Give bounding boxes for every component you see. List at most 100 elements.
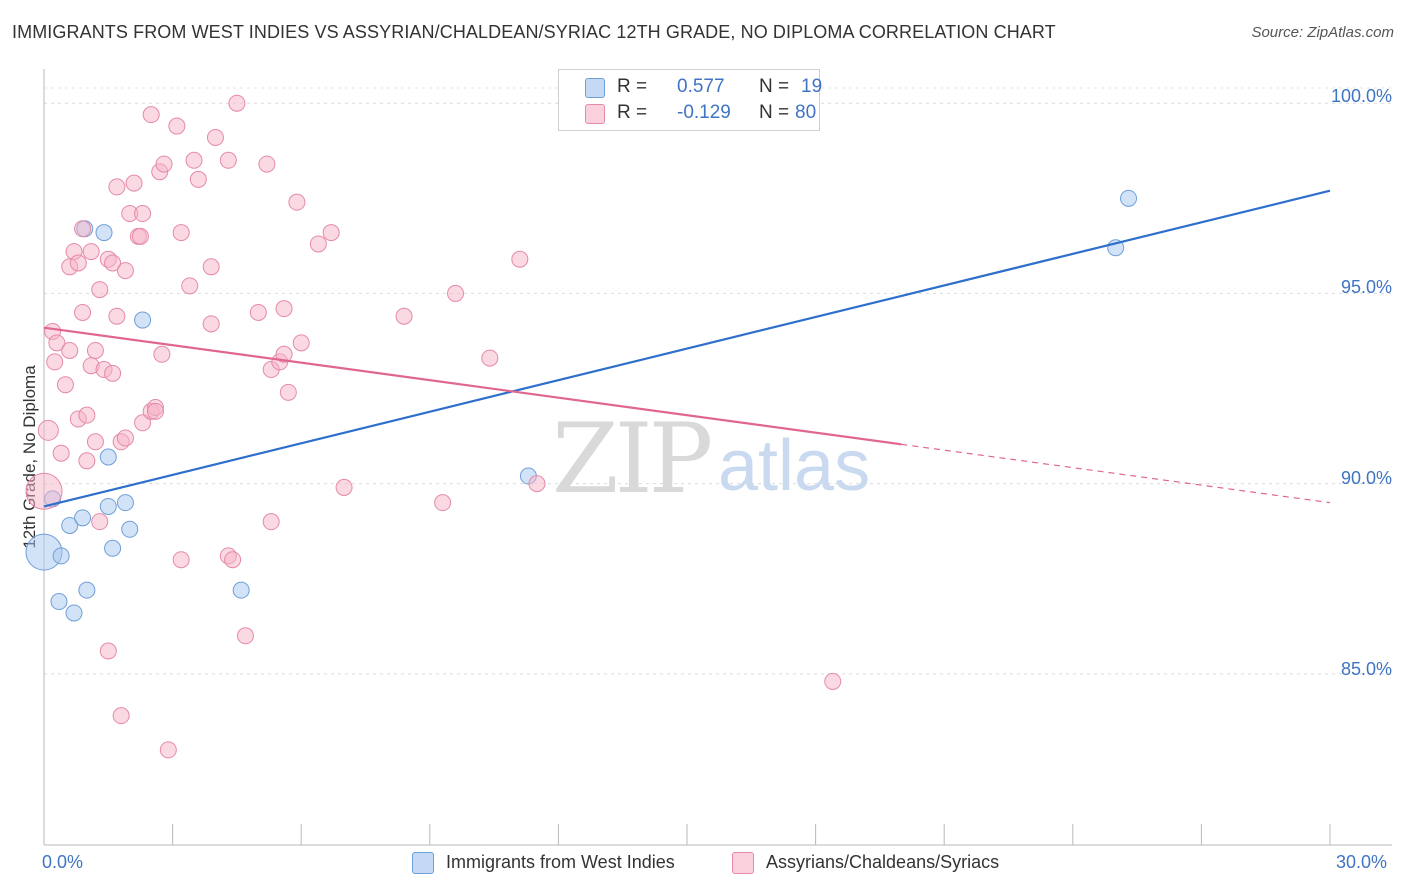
chart-title: IMMIGRANTS FROM WEST INDIES VS ASSYRIAN/… — [12, 22, 1056, 42]
data-point-west-indies-11 — [134, 311, 152, 329]
data-point-assyrians-10 — [69, 254, 87, 272]
data-point-assyrians-42 — [146, 402, 164, 420]
data-point-assyrians-51 — [185, 151, 203, 169]
data-point-assyrians-54 — [202, 315, 220, 333]
data-point-assyrians-47 — [168, 117, 186, 135]
data-point-assyrians-12 — [74, 220, 92, 238]
data-point-west-indies-14 — [78, 581, 96, 599]
data-point-assyrians-48 — [172, 224, 190, 242]
data-point-assyrians-38 — [134, 414, 152, 432]
data-point-assyrians-1 — [37, 419, 59, 441]
data-point-west-indies-9 — [116, 494, 134, 512]
legend-n-label: N = — [759, 76, 790, 97]
data-point-assyrians-55 — [206, 128, 224, 146]
legend-r-value-west-indies: 0.577 — [677, 76, 725, 97]
data-point-assyrians-59 — [228, 94, 246, 112]
y-tick-label-85: 85.0% — [1340, 659, 1392, 679]
data-point-assyrians-74 — [395, 307, 413, 325]
data-point-west-indies-3 — [61, 516, 79, 534]
data-point-assyrians-5 — [52, 444, 70, 462]
data-point-assyrians-76 — [447, 284, 465, 302]
data-point-assyrians-66 — [275, 345, 293, 363]
data-point-west-indies-15 — [99, 448, 117, 466]
series-legend-swatch-west-indies — [412, 852, 434, 874]
series-legend-swatch-assyrians — [732, 852, 754, 874]
data-point-west-indies-8 — [104, 539, 122, 557]
data-point-assyrians-18 — [86, 433, 104, 451]
data-point-assyrians-80 — [824, 672, 842, 690]
data-point-assyrians-37 — [134, 205, 152, 223]
data-point-assyrians-53 — [202, 258, 220, 276]
data-point-assyrians-19 — [86, 341, 104, 359]
data-point-assyrians-6 — [56, 376, 74, 394]
trend-line-dashed-assyrians — [901, 443, 1331, 504]
data-point-assyrians-63 — [262, 513, 280, 531]
data-point-assyrians-40 — [142, 106, 160, 124]
y-tick-label-95: 95.0% — [1340, 277, 1392, 297]
x-tick-label-min: 0.0% — [42, 852, 84, 872]
watermark-atlas: atlas — [718, 426, 870, 506]
legend-n-value-assyrians: 80 — [795, 102, 817, 123]
trend-line-west-indies — [43, 189, 1331, 508]
data-point-assyrians-77 — [481, 349, 499, 367]
data-point-assyrians-31 — [116, 262, 134, 280]
data-point-assyrians-21 — [91, 513, 109, 531]
data-point-assyrians-4 — [48, 334, 66, 352]
data-point-assyrians-69 — [288, 193, 306, 211]
data-point-assyrians-79 — [528, 475, 546, 493]
data-point-assyrians-49 — [172, 551, 190, 569]
legend-r-value-assyrians: -0.129 — [677, 102, 731, 123]
data-point-west-indies-12 — [50, 593, 68, 611]
data-point-assyrians-15 — [78, 452, 96, 470]
data-point-assyrians-34 — [125, 174, 143, 192]
data-point-assyrians-50 — [181, 277, 199, 295]
legend-r-label: R = — [617, 102, 648, 123]
data-point-assyrians-24 — [99, 642, 117, 660]
series-legend-label-assyrians: Assyrians/Chaldeans/Syriacs — [766, 852, 1000, 872]
chart-source: Source: ZipAtlas.com — [1251, 24, 1394, 41]
data-point-assyrians-32 — [116, 429, 134, 447]
data-point-assyrians-45 — [155, 155, 173, 173]
data-point-assyrians-27 — [108, 178, 126, 196]
data-point-assyrians-20 — [91, 281, 109, 299]
data-point-west-indies-19 — [1120, 189, 1138, 207]
data-point-west-indies-2 — [52, 547, 70, 565]
y-tick-label-90: 90.0% — [1340, 468, 1392, 488]
data-point-assyrians-17 — [82, 243, 100, 261]
data-point-assyrians-14 — [78, 406, 96, 424]
series-legend-label-west-indies: Immigrants from West Indies — [446, 852, 675, 872]
data-point-assyrians-0 — [25, 472, 63, 510]
data-point-west-indies-4 — [74, 509, 92, 527]
data-point-assyrians-28 — [108, 307, 126, 325]
stats-legend: R = 0.577 N = 19 R = -0.129 N = 80 — [558, 69, 823, 131]
data-point-assyrians-56 — [219, 151, 237, 169]
data-point-assyrians-61 — [249, 303, 267, 321]
data-point-assyrians-72 — [322, 224, 340, 242]
data-point-assyrians-62 — [258, 155, 276, 173]
data-point-assyrians-3 — [46, 353, 64, 371]
data-point-west-indies-16 — [232, 581, 250, 599]
legend-n-value-west-indies: 19 — [801, 76, 823, 97]
data-point-assyrians-25 — [104, 364, 122, 382]
data-point-assyrians-78 — [511, 250, 529, 268]
data-point-assyrians-46 — [159, 741, 177, 759]
data-point-assyrians-7 — [61, 341, 79, 359]
data-point-assyrians-26 — [104, 254, 122, 272]
data-point-assyrians-44 — [153, 345, 171, 363]
data-point-assyrians-30 — [112, 707, 130, 725]
legend-n-label: N = — [759, 102, 790, 123]
watermark-zip: ZIP — [552, 403, 711, 515]
y-tick-label-100: 100.0% — [1330, 86, 1392, 106]
legend-r-label: R = — [617, 76, 648, 97]
data-point-assyrians-75 — [434, 494, 452, 512]
legend-swatch-west-indies — [585, 78, 605, 98]
data-point-assyrians-68 — [279, 383, 297, 401]
data-point-assyrians-13 — [74, 303, 92, 321]
data-point-west-indies-6 — [95, 224, 113, 242]
data-point-assyrians-71 — [309, 235, 327, 253]
data-point-assyrians-70 — [292, 334, 310, 352]
data-point-assyrians-60 — [236, 627, 254, 645]
data-point-assyrians-58 — [224, 551, 242, 569]
data-point-west-indies-10 — [121, 520, 139, 538]
